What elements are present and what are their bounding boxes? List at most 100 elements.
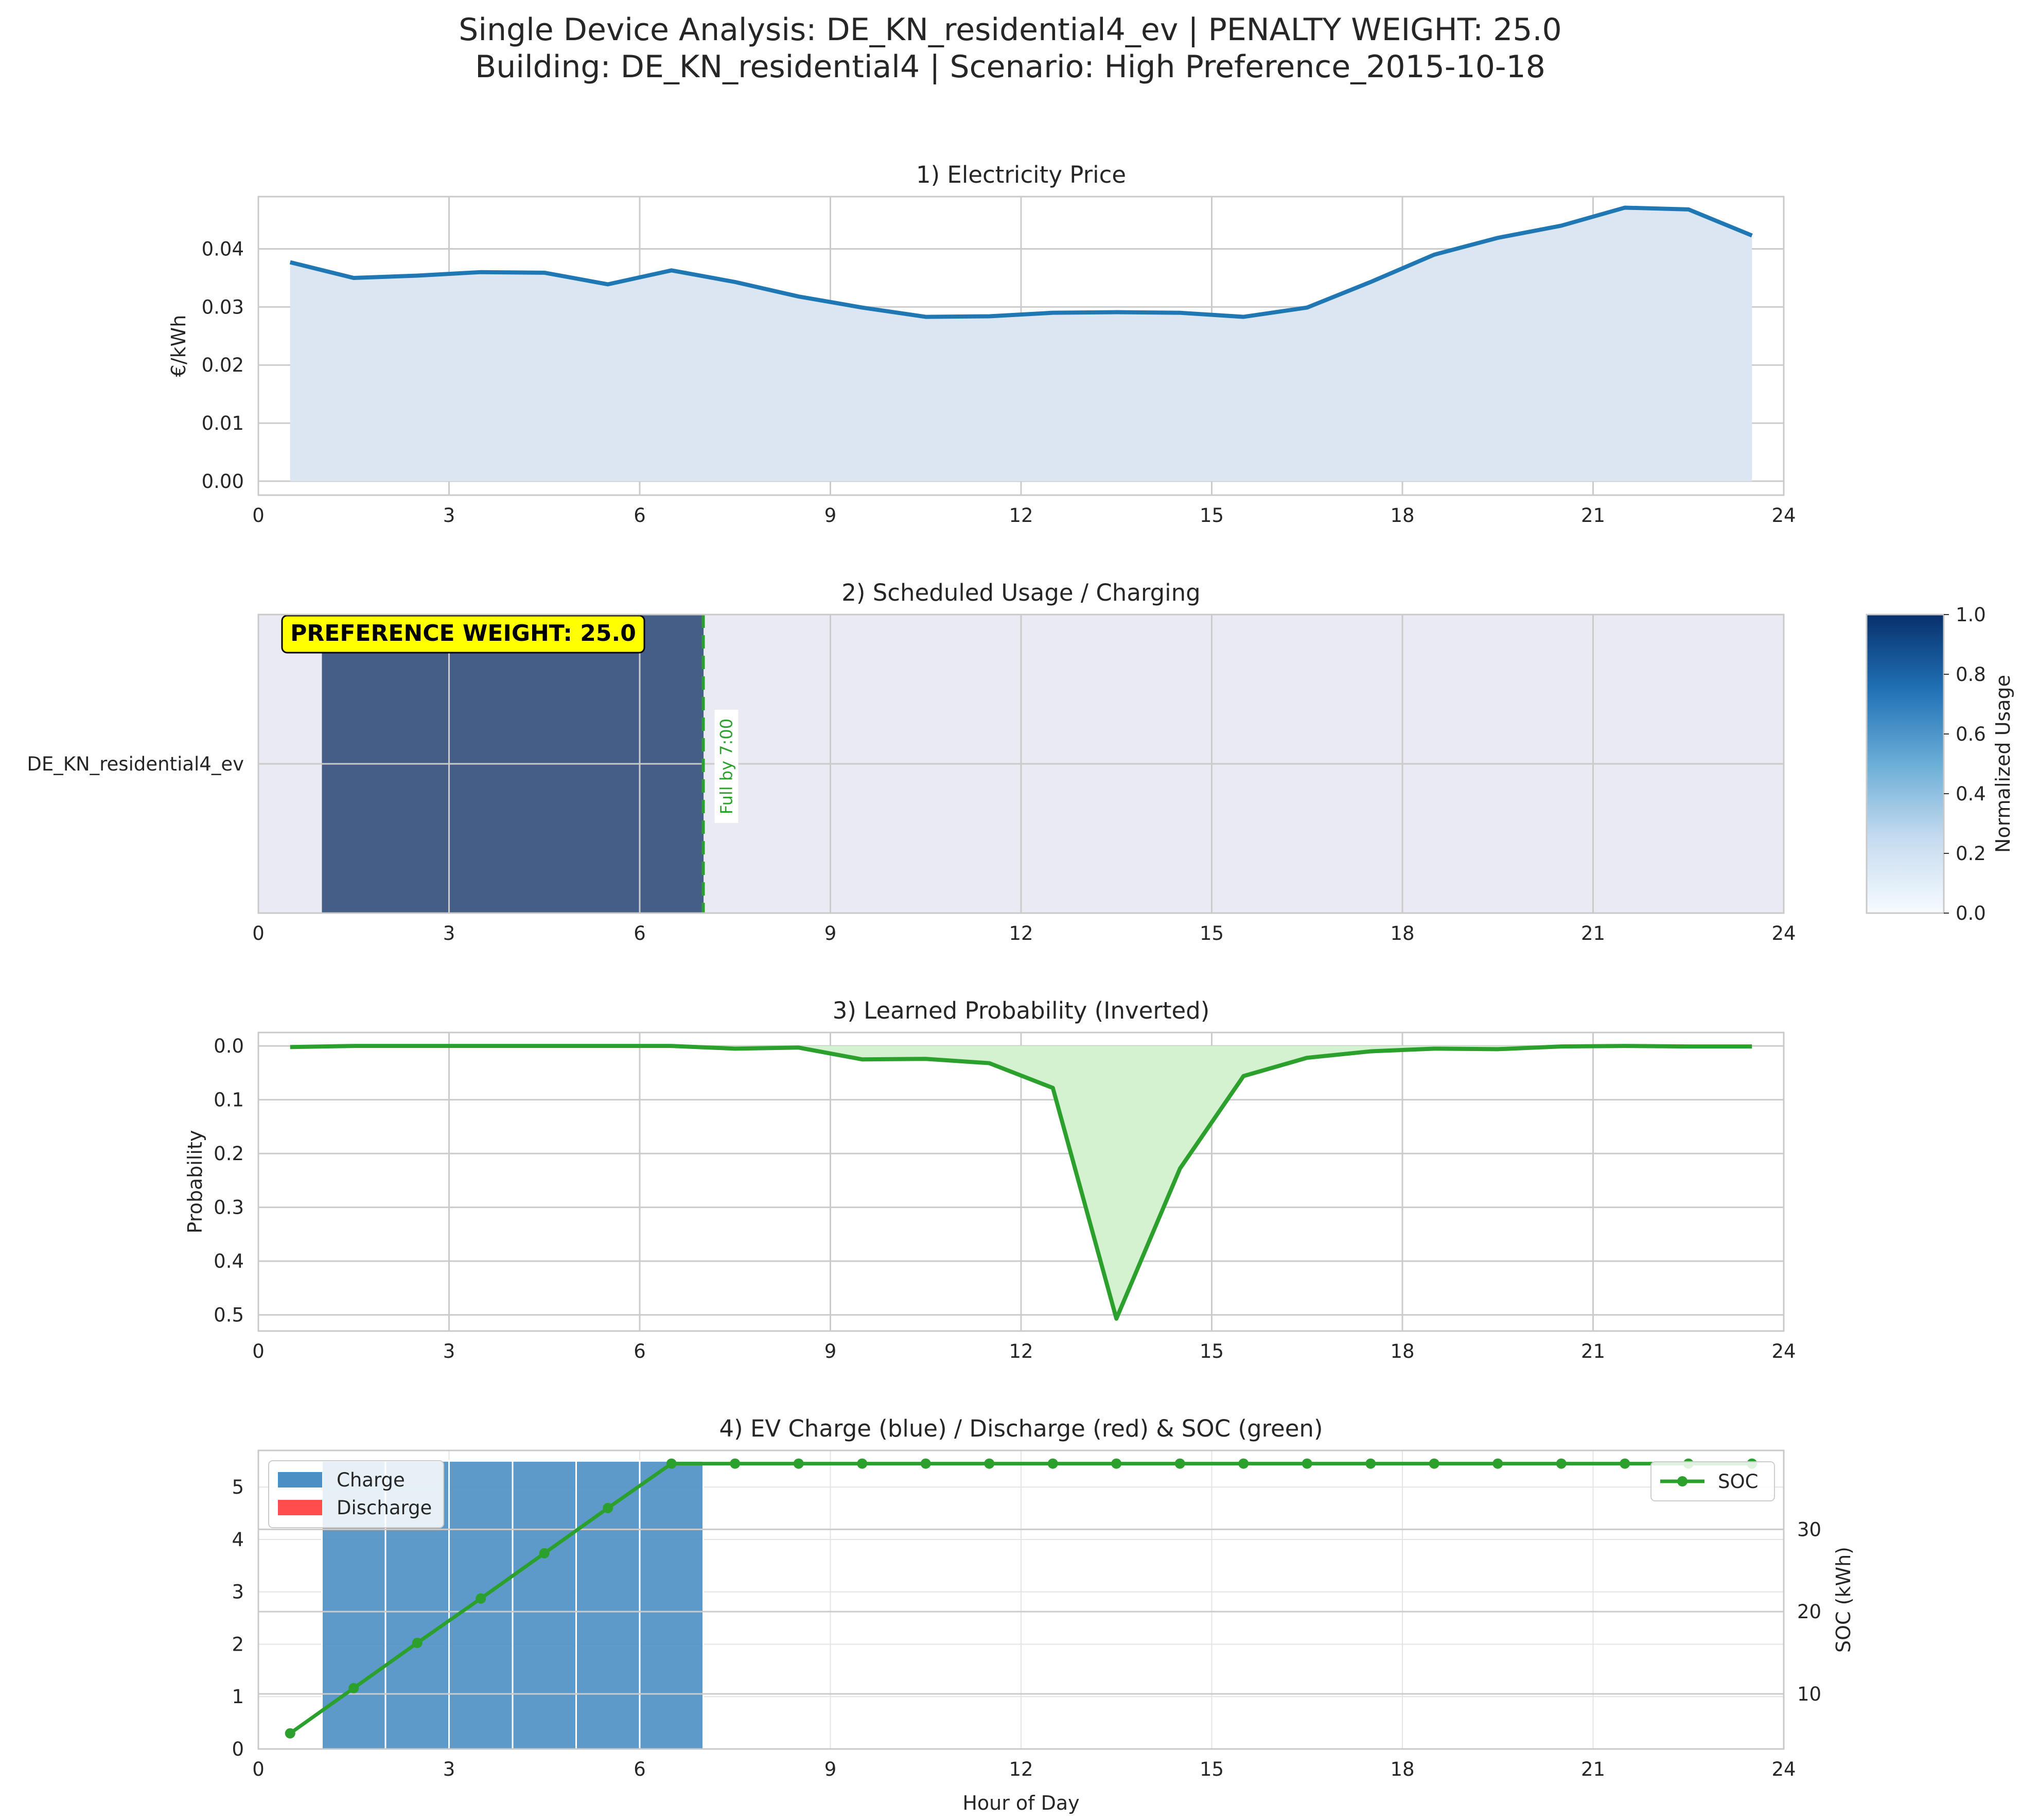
y-tick-label: 1 (232, 1686, 244, 1708)
x-tick-label: 9 (824, 1758, 837, 1780)
x-tick-label: 15 (1200, 504, 1224, 527)
y-tick-label: 0.0 (214, 1035, 244, 1057)
y-tick-label: 0.5 (214, 1304, 244, 1326)
soc-legend: SOC (1650, 1461, 1775, 1501)
x-tick-label: 24 (1771, 922, 1796, 944)
x-tick-label: 18 (1390, 922, 1414, 944)
y-tick-label: 0.04 (202, 238, 244, 260)
x-tick-label: 15 (1200, 1340, 1224, 1362)
y-tick-label: 0.2 (214, 1143, 244, 1165)
colorbar-tick-label: 1.0 (1956, 604, 1986, 626)
probability-axes-frame (257, 1031, 1785, 1332)
soc-y-axis-label: SOC (kWh) (1832, 1547, 1855, 1653)
soc-point (920, 1458, 931, 1469)
soc-point (476, 1593, 486, 1604)
x-tick-label: 12 (1009, 1758, 1033, 1780)
usage-axes-frame (257, 614, 1785, 914)
y-tick-label: 4 (232, 1529, 244, 1551)
soc-point (1302, 1458, 1312, 1469)
soc-point (1047, 1458, 1058, 1469)
x-tick-label: 3 (443, 504, 455, 527)
x-tick-label: 6 (634, 922, 646, 944)
soc-point (857, 1458, 868, 1469)
y-tick-label: 0.03 (202, 296, 244, 318)
soc-point (1429, 1458, 1439, 1469)
colorbar-label: Normalized Usage (1992, 675, 2014, 853)
x-tick-label: 0 (252, 1758, 265, 1780)
y-tick-label: 0 (232, 1738, 244, 1760)
soc-point (285, 1728, 295, 1739)
x-tick-label: 9 (824, 504, 837, 527)
x-tick-label: 9 (824, 1340, 837, 1362)
x-tick-label: 24 (1771, 1340, 1796, 1362)
soc-point (1620, 1458, 1630, 1469)
charge-legend-swatch (278, 1472, 322, 1487)
colorbar-tick-label: 0.2 (1956, 843, 1986, 865)
usage-row-label: DE_KN_residential4_ev (27, 753, 244, 775)
x-tick-label: 18 (1390, 1758, 1414, 1780)
x-tick-label: 3 (443, 1758, 455, 1780)
usage-chart-title: 2) Scheduled Usage / Charging (841, 579, 1201, 606)
preference-weight-badge-text: PREFERENCE WEIGHT: 25.0 (290, 620, 636, 646)
deadline-label: Full by 7:00 (717, 719, 736, 814)
charge-bar (512, 1460, 577, 1750)
preference-weight-badge (281, 615, 645, 654)
x-tick-label: 21 (1581, 922, 1605, 944)
soc-point (412, 1637, 423, 1648)
x-tick-label: 24 (1771, 504, 1796, 527)
soc-legend-box (1650, 1461, 1775, 1501)
charge-legend-label: Charge (337, 1469, 405, 1491)
x-tick-label: 18 (1390, 1340, 1414, 1362)
x-tick-label: 0 (252, 922, 265, 944)
y-tick-label: 0.01 (202, 412, 244, 434)
y-tick-label: 2 (232, 1633, 244, 1655)
soc-point (1365, 1458, 1376, 1469)
probability-chart-title: 3) Learned Probability (Inverted) (833, 997, 1210, 1024)
x-tick-label: 6 (634, 1340, 646, 1362)
charge-bar (448, 1460, 514, 1750)
x-tick-label: 21 (1581, 1340, 1605, 1362)
figure-title-line2: Building: DE_KN_residential4 | Scenario:… (475, 49, 1545, 85)
soc-point (793, 1458, 804, 1469)
soc-point (1174, 1458, 1185, 1469)
colorbar-gradient (1867, 615, 1944, 913)
price-chart-title: 1) Electricity Price (916, 161, 1126, 188)
x-tick-label: 21 (1581, 1758, 1605, 1780)
x-tick-label: 18 (1390, 504, 1414, 527)
x-tick-label: 15 (1200, 1758, 1224, 1780)
usage-panel: Full by 7:00 PREFERENCE WEIGHT: 25.0 0 3 6… (27, 579, 2014, 944)
figure-title-line1: Single Device Analysis: DE_KN_residentia… (459, 12, 1561, 48)
x-tick-label: 6 (634, 1758, 646, 1780)
x-tick-label: 12 (1009, 504, 1033, 527)
ev-axes-frame (257, 1449, 1785, 1750)
colorbar-frame (1866, 614, 1945, 914)
colorbar-tick-label: 0.0 (1956, 902, 1986, 924)
y-tick-label: 0.4 (214, 1250, 244, 1272)
soc-point (348, 1683, 359, 1693)
ev-chart-title: 4) EV Charge (blue) / Discharge (red) & … (719, 1415, 1323, 1442)
soc-point (666, 1458, 677, 1469)
deadline-label-background (714, 710, 739, 823)
colorbar-tick-label: 0.8 (1956, 663, 1986, 686)
ev-x-axis-label: Hour of Day (962, 1792, 1079, 1814)
soc-point (1238, 1458, 1249, 1469)
y-tick-label: 0.02 (202, 354, 244, 376)
x-tick-label: 9 (824, 922, 837, 944)
charge-legend: Charge Discharge (268, 1460, 444, 1528)
y2-tick-label: 20 (1797, 1601, 1821, 1623)
soc-point (1492, 1458, 1503, 1469)
soc-point (1111, 1458, 1122, 1469)
price-y-axis-label: €/kWh (167, 315, 190, 377)
soc-point (603, 1502, 613, 1513)
x-tick-label: 12 (1009, 1340, 1033, 1362)
x-tick-label: 0 (252, 504, 265, 527)
soc-legend-label: SOC (1718, 1471, 1758, 1493)
y-tick-label: 3 (232, 1581, 244, 1603)
x-tick-label: 21 (1581, 504, 1605, 527)
soc-point (1556, 1458, 1567, 1469)
y-tick-label: 0.00 (202, 470, 244, 493)
colorbar-tick-label: 0.4 (1956, 783, 1986, 805)
y-tick-label: 5 (232, 1476, 244, 1498)
